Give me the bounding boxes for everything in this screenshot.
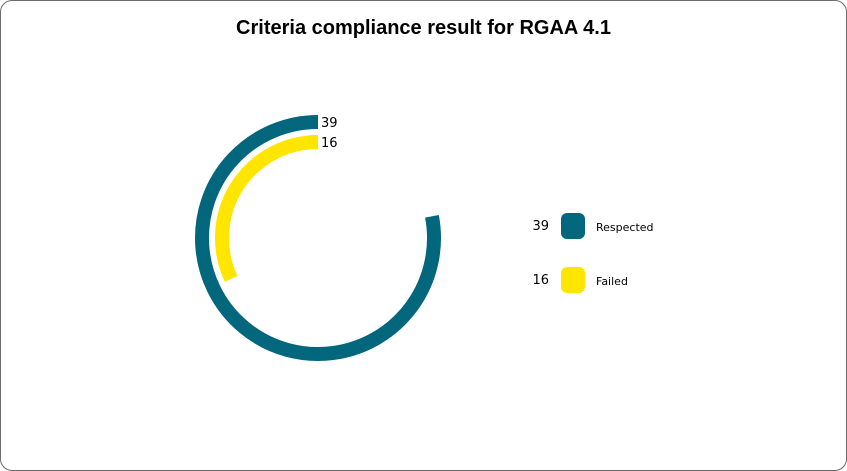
- legend-label: Failed: [596, 275, 628, 288]
- arc-value-label-respected: 39: [321, 116, 338, 131]
- legend-item-respected: 39 Respected: [532, 213, 654, 239]
- legend: 39 Respected 16 Failed: [532, 213, 654, 293]
- chart-title: Criteria compliance result for RGAA 4.1: [236, 17, 611, 39]
- legend-value: 39: [532, 219, 549, 234]
- arc-failed: [215, 135, 319, 282]
- legend-swatch: [561, 213, 585, 239]
- legend-label: Respected: [596, 221, 654, 234]
- legend-item-failed: 16 Failed: [532, 267, 628, 293]
- arc-respected: [195, 115, 441, 361]
- legend-swatch: [561, 267, 585, 293]
- arc-value-label-failed: 16: [321, 136, 338, 151]
- legend-value: 16: [532, 273, 549, 288]
